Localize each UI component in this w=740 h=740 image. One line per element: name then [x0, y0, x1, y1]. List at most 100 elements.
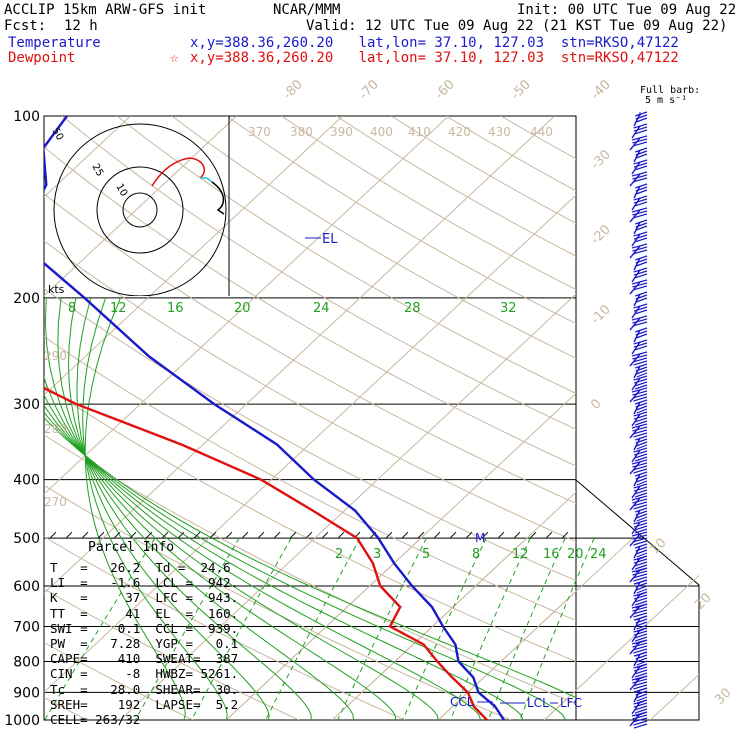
dry-adiabat-label: 430	[488, 125, 511, 139]
wind-barb	[629, 243, 648, 259]
pressure-tick-label: 100	[13, 109, 40, 125]
dry-adiabat	[281, 116, 576, 291]
hodograph-trace	[211, 181, 225, 215]
mixing-ratio-label: 5	[422, 547, 430, 562]
pressure-tick-label: 700	[13, 619, 40, 635]
wind-barb	[629, 387, 648, 403]
parcel-info-row: CAPE= 410 SWEAT= 387	[50, 651, 239, 667]
hatch-mark	[257, 531, 265, 539]
dry-adiabat	[44, 335, 576, 622]
model-title: ACCLIP 15km ARW-GFS init	[4, 2, 207, 18]
hodograph-unit-label: kts	[48, 283, 65, 296]
temperature-location: x,y=388.36,260.20 lat,lon= 37.10, 127.03…	[190, 35, 679, 51]
dry-adiabat-label: 390	[330, 125, 353, 139]
parcel-info-row: T = 26.2 Td = 24.6	[50, 560, 231, 575]
hatch-mark	[65, 531, 73, 539]
isotherm-label: -50	[508, 77, 534, 103]
hatch-mark	[97, 531, 105, 539]
wind-barb	[631, 447, 648, 463]
hodograph-ring	[53, 123, 227, 296]
fcst-value: 12 h	[64, 18, 98, 34]
wind-barb	[633, 399, 648, 415]
dry-adiabat	[116, 116, 576, 395]
mixing-ratio-label: 20	[567, 547, 584, 562]
barb-key-title: Full barb:	[640, 85, 701, 96]
wind-barb	[629, 315, 648, 331]
wind-barb	[629, 207, 648, 223]
lfc-label: LFC	[560, 696, 582, 710]
dry-adiabat	[44, 193, 576, 504]
wind-barb	[631, 195, 648, 211]
dry-adiabat-label: 410	[408, 125, 431, 139]
wind-barb	[629, 531, 648, 547]
moist-adiabat	[44, 416, 576, 699]
isotherm-label: -20	[588, 222, 614, 248]
wind-barb	[629, 675, 648, 693]
mixing-ratio-line	[449, 537, 531, 720]
wind-barb	[633, 147, 648, 163]
wind-barb	[631, 411, 648, 427]
hatch-mark	[129, 531, 137, 539]
hodograph-ring-label: 10	[113, 182, 129, 199]
wind-barb	[633, 471, 648, 487]
isotherm-label: -30	[588, 147, 614, 173]
isotherm-label: -80	[280, 77, 306, 103]
wind-barb	[629, 423, 648, 439]
hatch-mark	[529, 531, 537, 539]
wind-barb	[629, 279, 648, 295]
dry-adiabat-label: 420	[448, 125, 471, 139]
hatch-mark	[337, 531, 345, 539]
mixing-ratio-line	[487, 537, 566, 720]
center-label: NCAR/MMM	[273, 2, 341, 18]
dry-adiabat	[44, 588, 300, 720]
hatch-mark	[433, 531, 441, 539]
mixing-ratio-label: 16	[167, 301, 184, 316]
wind-barb	[631, 483, 648, 499]
hodograph-ring	[122, 192, 158, 228]
parcel-info-title: Parcel Info	[88, 540, 175, 555]
dewpoint-star-icon: ☆	[170, 50, 179, 66]
isotherm-label: -60	[432, 77, 458, 103]
wind-barb	[633, 219, 648, 235]
wind-barb	[629, 459, 648, 475]
parcel-info-row: Tc = 28.0 SHEAR= 30.	[50, 681, 239, 697]
hatch-mark	[225, 531, 233, 539]
isotherm	[44, 116, 343, 396]
hatch-mark	[385, 531, 393, 539]
pressure-tick-label: 500	[13, 531, 40, 547]
hatch-mark	[561, 531, 569, 539]
hatch-mark	[401, 531, 409, 539]
mixing-ratio-label: 12	[110, 301, 127, 316]
dry-adiabat-label: 440	[530, 125, 553, 139]
isotherm	[44, 116, 237, 297]
mixing-ratio-label: 3	[373, 547, 381, 562]
mixing-ratio-line	[191, 537, 292, 720]
mixing-ratio-line	[44, 537, 156, 720]
hatch-mark	[545, 531, 553, 539]
wind-barb	[629, 603, 648, 621]
pressure-tick-label: 400	[13, 473, 40, 489]
wind-barb	[631, 303, 648, 319]
moist-adiabat	[44, 411, 566, 720]
pressure-tick-label: 200	[13, 291, 40, 307]
wind-barb	[631, 519, 648, 535]
hatch-mark	[449, 531, 457, 539]
isotherm	[650, 116, 740, 720]
dry-adiabat-label: 370	[248, 125, 271, 139]
isotherm-label: -40	[588, 77, 614, 103]
hatch-mark	[241, 531, 249, 539]
pressure-tick-label: 600	[13, 579, 40, 595]
dry-adiabat	[61, 116, 576, 430]
hodograph	[53, 116, 230, 296]
parcel-info-row: PW = 7.28 YGP = 0.1	[50, 636, 239, 651]
wind-barb	[633, 111, 648, 127]
wind-barb	[629, 495, 648, 511]
hatch-mark	[465, 531, 473, 539]
parcel-info-row: LI = -1.6 LCL = 942.	[50, 575, 239, 591]
isotherm	[437, 537, 634, 720]
isotherm	[44, 194, 576, 693]
wind-barb	[629, 639, 648, 657]
isotherm	[119, 293, 576, 720]
dry-adiabat	[44, 384, 576, 663]
